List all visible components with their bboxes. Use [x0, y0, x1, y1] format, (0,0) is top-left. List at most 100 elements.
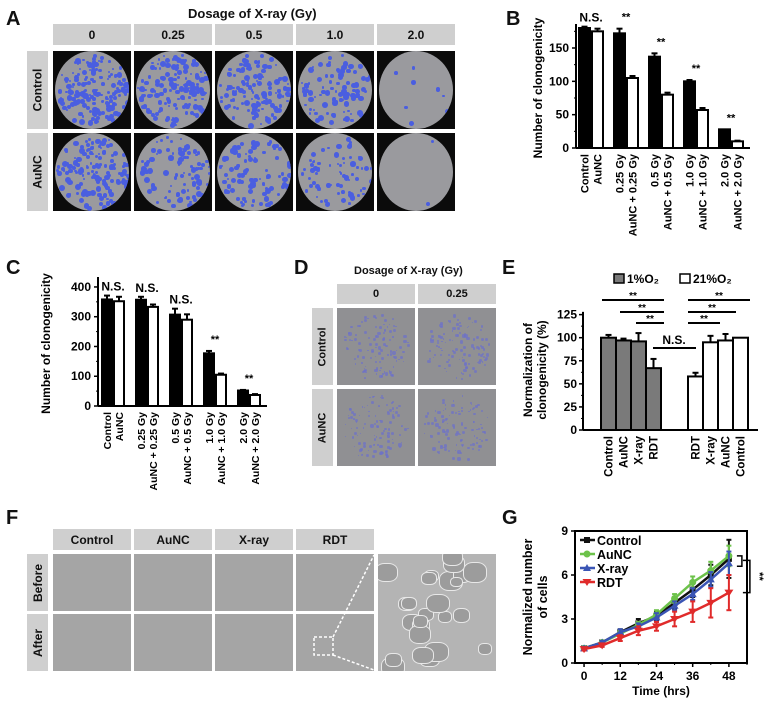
colony	[157, 100, 163, 105]
culture-plate	[217, 133, 291, 211]
colony	[301, 88, 307, 95]
colony	[461, 445, 464, 447]
colony	[458, 321, 462, 325]
colony	[336, 183, 341, 188]
colony	[460, 340, 464, 344]
culture-plate	[217, 51, 291, 129]
colony	[351, 410, 355, 414]
panel-g-letter: G	[502, 507, 518, 529]
colony	[145, 159, 151, 165]
colony	[241, 101, 245, 106]
colony	[163, 89, 167, 93]
colony	[199, 166, 203, 170]
colony	[378, 405, 380, 407]
colony	[461, 394, 464, 397]
colony	[471, 321, 473, 323]
colony	[90, 77, 95, 82]
colony	[433, 416, 436, 419]
colony	[267, 86, 273, 91]
colony	[184, 59, 187, 63]
colony	[67, 164, 73, 170]
colony	[383, 329, 387, 332]
colony	[113, 102, 116, 106]
colony	[407, 427, 409, 430]
colony	[454, 450, 456, 452]
colony	[349, 195, 356, 201]
colony	[461, 357, 463, 359]
colony	[123, 184, 129, 190]
colony	[473, 338, 476, 341]
colony	[73, 141, 79, 147]
colony	[180, 188, 187, 195]
row-label: AuNC	[312, 389, 333, 466]
colony	[327, 60, 331, 64]
colony	[269, 56, 275, 62]
colony	[261, 150, 266, 155]
colony	[194, 167, 199, 171]
colony	[179, 137, 183, 141]
colony	[355, 89, 360, 94]
colony	[249, 177, 255, 183]
panel-f-letter: F	[6, 507, 19, 529]
colony	[459, 332, 462, 335]
colony	[400, 356, 404, 360]
panel-a-letter: A	[6, 8, 21, 30]
colony	[309, 184, 314, 189]
colony	[378, 419, 381, 422]
colony	[112, 166, 117, 171]
colony	[143, 161, 149, 167]
panel-c-letter: C	[6, 257, 21, 279]
colony	[468, 374, 472, 378]
panel-d-title: Dosage of X-ray (Gy)	[354, 265, 463, 277]
colony	[388, 323, 390, 326]
colony	[483, 431, 486, 434]
colony	[261, 191, 267, 197]
colony	[391, 407, 395, 410]
colony	[437, 364, 441, 368]
colony	[230, 188, 236, 194]
colony	[365, 366, 367, 368]
colony	[81, 70, 87, 75]
colony	[343, 161, 346, 164]
colony	[123, 173, 127, 177]
colony	[462, 352, 466, 356]
colony	[163, 54, 166, 57]
colony	[169, 88, 173, 93]
colony	[349, 338, 352, 342]
colony	[367, 317, 369, 319]
colony	[68, 168, 74, 174]
svg-text:0.25 Gy: 0.25 Gy	[615, 153, 627, 193]
colony	[442, 401, 445, 404]
colony	[334, 90, 338, 94]
colony	[250, 110, 255, 115]
colony	[76, 156, 82, 162]
colony	[326, 183, 331, 188]
colony	[274, 64, 277, 67]
colony	[167, 199, 172, 204]
colony	[226, 184, 231, 189]
colony	[150, 65, 155, 70]
colony	[223, 105, 229, 111]
colony	[204, 92, 207, 95]
colony	[392, 356, 395, 358]
colony	[355, 333, 358, 336]
colony	[253, 93, 259, 100]
colony	[315, 168, 320, 173]
colony	[374, 317, 378, 320]
column-header: Control	[53, 529, 131, 550]
colony	[151, 185, 157, 192]
svg-text:Control: Control	[736, 436, 748, 477]
colony	[367, 74, 372, 79]
colony	[254, 112, 258, 116]
colony	[176, 57, 182, 63]
cell	[462, 562, 488, 583]
colony	[326, 63, 331, 68]
colony	[80, 98, 85, 104]
colony	[376, 425, 380, 429]
colony	[187, 202, 194, 209]
colony	[365, 372, 367, 374]
colony	[385, 453, 388, 456]
colony	[192, 104, 199, 110]
colony	[436, 345, 438, 348]
colony	[74, 89, 80, 95]
